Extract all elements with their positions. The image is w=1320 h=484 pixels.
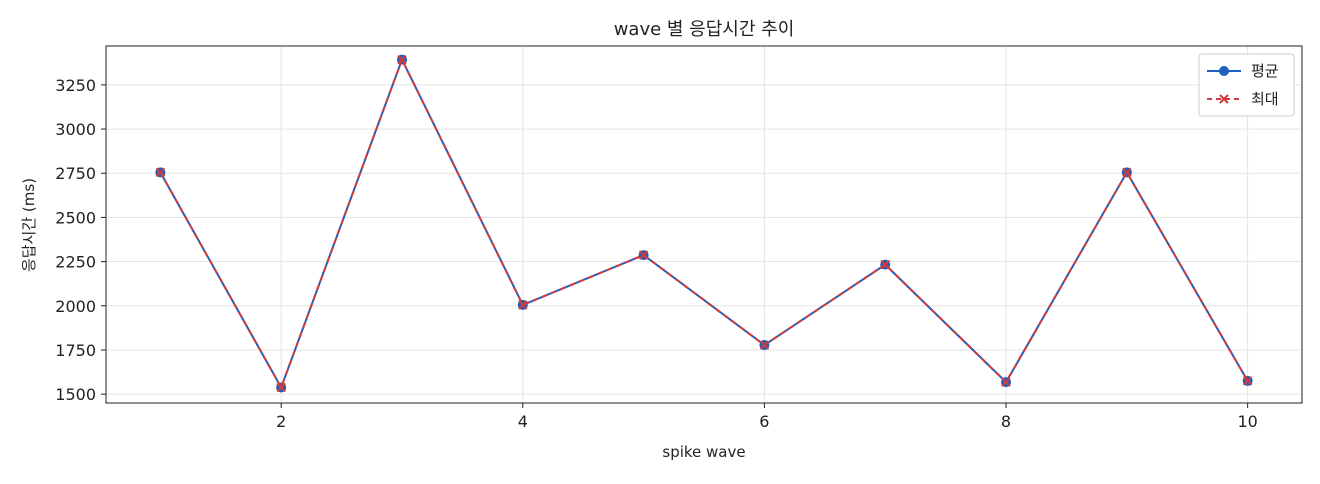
x-tick-label: 6 bbox=[759, 412, 769, 431]
y-axis-label: 응답시간 (ms) bbox=[20, 178, 38, 272]
y-tick-label: 1750 bbox=[55, 341, 96, 360]
y-tick-label: 2250 bbox=[55, 253, 96, 272]
x-tick-label: 8 bbox=[1001, 412, 1011, 431]
legend-label-max: 최대 bbox=[1251, 90, 1279, 108]
legend-marker-max bbox=[1219, 94, 1229, 104]
y-tick-label: 3000 bbox=[55, 120, 96, 139]
axis-ticks: 2 4 6 8 10 1500 1750 2000 2250 2500 2750 3000 3250 bbox=[55, 76, 1258, 431]
data-point-max bbox=[276, 382, 286, 393]
y-tick-label: 2750 bbox=[55, 164, 96, 183]
legend-label-avg: 평균 bbox=[1251, 62, 1279, 80]
y-tick-label: 1500 bbox=[55, 385, 96, 404]
grid bbox=[106, 46, 1302, 403]
legend: 평균 최대 bbox=[1198, 53, 1295, 117]
legend-marker-avg bbox=[1219, 66, 1229, 76]
data-point-max bbox=[397, 54, 407, 65]
legend-box bbox=[1198, 53, 1295, 117]
y-tick-label: 2000 bbox=[55, 297, 96, 316]
data-point-max bbox=[1001, 377, 1011, 387]
chart-title: wave 별 응답시간 추이 bbox=[614, 19, 795, 40]
series-line-max bbox=[159, 57, 1249, 390]
data-point-max bbox=[759, 340, 770, 350]
series-layer bbox=[155, 54, 1253, 393]
data-point-max bbox=[1122, 167, 1132, 178]
x-tick-label: 4 bbox=[518, 412, 528, 431]
data-point-max bbox=[518, 300, 528, 310]
data-point-max bbox=[638, 250, 649, 260]
x-tick-label: 10 bbox=[1237, 412, 1257, 431]
data-point-max bbox=[1242, 376, 1253, 386]
x-axis-label: spike wave bbox=[662, 443, 745, 461]
plot-frame bbox=[105, 45, 1303, 404]
y-tick-label: 2500 bbox=[55, 208, 96, 227]
y-tick-label: 3250 bbox=[55, 76, 96, 95]
data-point-max bbox=[880, 259, 890, 270]
data-point-max bbox=[155, 167, 166, 178]
x-tick-label: 2 bbox=[276, 412, 286, 431]
